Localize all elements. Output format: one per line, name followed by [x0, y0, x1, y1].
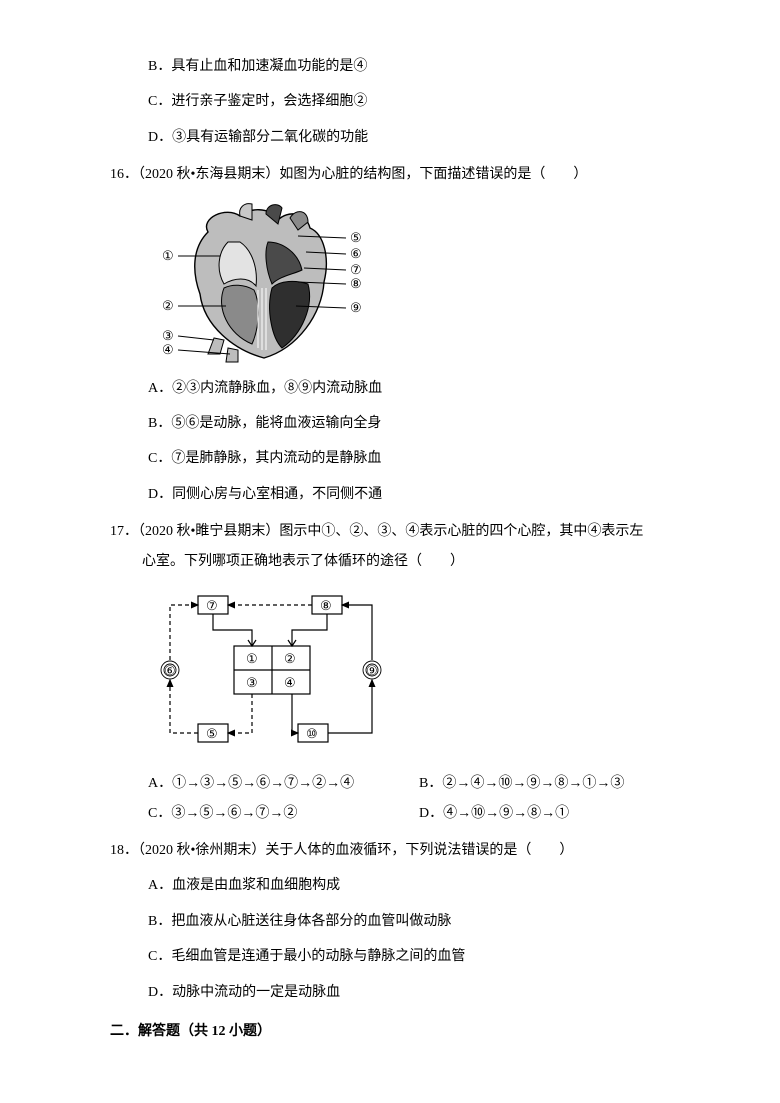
flow-n4: ④ — [284, 675, 296, 690]
q17-stem-cont: 心室。下列哪项正确地表示了体循环的途径（ ） — [110, 547, 690, 576]
q17-options-row2: C．③→⑤→⑥→⑦→② D．④→⑩→⑨→⑧→① — [110, 799, 690, 828]
q17-figure: ① ② ③ ④ ⑦ ⑧ ⑤ ⑩ ⑥ ⑨ — [110, 584, 690, 763]
q18-option-c: C．毛细血管是连通于最小的动脉与静脉之间的血管 — [110, 942, 690, 971]
heart-label-1: ① — [162, 248, 174, 263]
flow-n2: ② — [284, 651, 296, 666]
section-2-heading: 二．解答题（共 12 小题） — [110, 1017, 690, 1046]
heart-label-4: ④ — [162, 342, 174, 357]
q18-option-d: D．动脉中流动的一定是动脉血 — [110, 978, 690, 1007]
q17-option-a: A．①→③→⑤→⑥→⑦→②→④ — [148, 769, 419, 798]
q17-options-row1: A．①→③→⑤→⑥→⑦→②→④ B．②→④→⑩→⑨→⑧→①→③ — [110, 769, 690, 798]
heart-label-3: ③ — [162, 328, 174, 343]
heart-diagram: ① ② ③ ④ ⑤ ⑥ ⑦ ⑧ ⑨ — [148, 198, 380, 368]
heart-label-2: ② — [162, 298, 174, 313]
q18-stem: 18．（2020 秋•徐州期末）关于人体的血液循环，下列说法错误的是（ ） — [110, 836, 690, 865]
heart-label-7: ⑦ — [350, 262, 362, 277]
page: B．具有止血和加速凝血功能的是④ C．进行亲子鉴定时，会选择细胞② D．③具有运… — [0, 0, 780, 1103]
flow-n6: ⑥ — [164, 663, 176, 678]
heart-label-8: ⑧ — [350, 276, 362, 291]
heart-label-6: ⑥ — [350, 246, 362, 261]
q18-option-a: A．血液是由血浆和血细胞构成 — [110, 871, 690, 900]
heart-label-9: ⑨ — [350, 300, 362, 315]
q16-option-c: C．⑦是肺静脉，其内流动的是静脉血 — [110, 444, 690, 473]
q16-option-a: A．②③内流静脉血，⑧⑨内流动脉血 — [110, 374, 690, 403]
flow-diagram: ① ② ③ ④ ⑦ ⑧ ⑤ ⑩ ⑥ ⑨ — [148, 584, 398, 752]
q16-figure: ① ② ③ ④ ⑤ ⑥ ⑦ ⑧ ⑨ — [110, 198, 690, 368]
flow-n10: ⑩ — [306, 726, 318, 741]
prelude-option-d: D．③具有运输部分二氧化碳的功能 — [110, 123, 690, 152]
q17-option-b: B．②→④→⑩→⑨→⑧→①→③ — [419, 769, 690, 798]
flow-n5: ⑤ — [206, 726, 218, 741]
heart-label-5: ⑤ — [350, 230, 362, 245]
prelude-option-b: B．具有止血和加速凝血功能的是④ — [110, 52, 690, 81]
q17-option-d: D．④→⑩→⑨→⑧→① — [419, 799, 690, 828]
q17-option-c: C．③→⑤→⑥→⑦→② — [148, 799, 419, 828]
q16-stem: 16．（2020 秋•东海县期末）如图为心脏的结构图，下面描述错误的是（ ） — [110, 160, 690, 189]
flow-n9: ⑨ — [366, 663, 378, 678]
q17-stem: 17．（2020 秋•睢宁县期末）图示中①、②、③、④表示心脏的四个心腔，其中④… — [110, 517, 690, 546]
prelude-option-c: C．进行亲子鉴定时，会选择细胞② — [110, 87, 690, 116]
flow-n1: ① — [246, 651, 258, 666]
q16-option-b: B．⑤⑥是动脉，能将血液运输向全身 — [110, 409, 690, 438]
flow-n8: ⑧ — [320, 598, 332, 613]
q16-option-d: D．同侧心房与心室相通，不同侧不通 — [110, 480, 690, 509]
flow-n7: ⑦ — [206, 598, 218, 613]
q18-option-b: B．把血液从心脏送往身体各部分的血管叫做动脉 — [110, 907, 690, 936]
flow-n3: ③ — [246, 675, 258, 690]
